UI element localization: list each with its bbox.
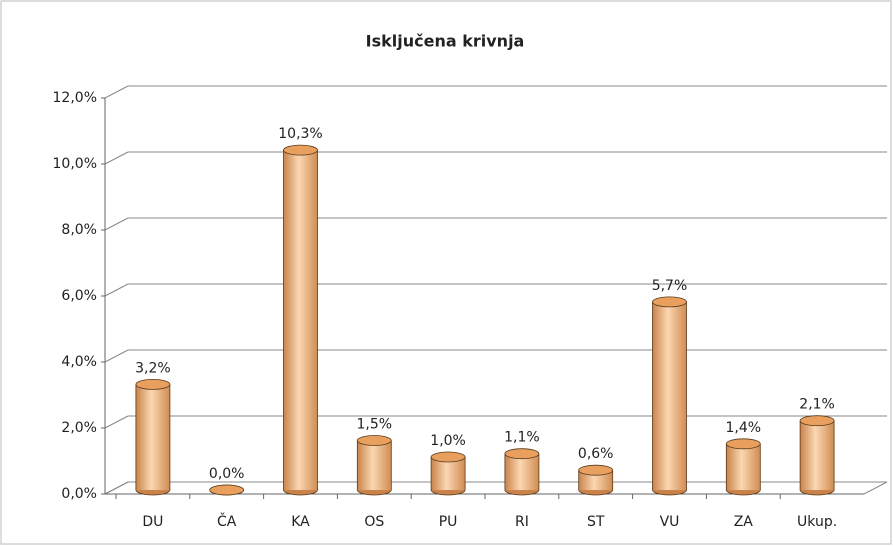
data-label: 0,6% [578,446,614,462]
grid-line-wall [104,217,129,231]
bar [283,150,318,490]
bar-top [135,378,171,390]
data-label: 3,2% [135,360,171,376]
bar-top [504,448,540,460]
grid-line-wall [104,349,129,363]
bar-top [725,438,761,450]
x-tick-label: ST [587,514,605,530]
bar [431,457,466,490]
bar-top [209,484,245,496]
x-tick-label: KA [291,514,310,530]
bar [578,470,613,490]
data-label: 1,4% [726,420,762,436]
y-tick-label: 8,0% [61,222,97,238]
grid-line-wall [104,283,129,297]
bar-top [430,451,466,463]
grid-line-wall [104,151,129,165]
bar-top [356,435,392,446]
bar-top [578,464,614,476]
grid-line-wall [104,415,129,429]
data-label: 2,1% [799,397,835,413]
bar-top [799,415,835,427]
y-tick-label: 2,0% [61,420,97,436]
bar [357,440,392,490]
bar-top [283,144,318,156]
x-tick-label: RI [515,514,529,530]
bar [504,453,539,490]
x-tick-label: OS [364,514,384,530]
data-label: 5,7% [652,278,688,294]
bar [652,301,687,490]
chart-title: Isključena krivnja [366,32,525,51]
x-tick-label: DU [142,514,163,530]
data-label: 10,3% [278,126,322,142]
y-tick-label: 6,0% [61,288,97,304]
x-tick-label: Ukup. [797,514,837,530]
grid-line-wall [104,85,129,99]
y-tick-label: 0,0% [61,486,97,502]
bar [726,443,761,490]
bar [135,384,170,490]
bar-top [652,296,687,308]
x-tick-label: VU [660,514,680,530]
grid-line-wall [104,481,129,495]
x-tick-label: ČA [217,512,237,530]
y-tick-label: 4,0% [61,354,97,370]
data-label: 1,0% [430,433,466,449]
x-tick-label: PU [439,514,458,530]
y-tick-label: 12,0% [53,90,97,106]
data-label: 0,0% [209,466,245,482]
bar [800,420,835,490]
y-tick-label: 10,0% [53,156,97,172]
data-label: 1,5% [357,417,393,433]
data-label: 1,1% [504,430,540,446]
x-tick-label: ZA [734,514,754,530]
